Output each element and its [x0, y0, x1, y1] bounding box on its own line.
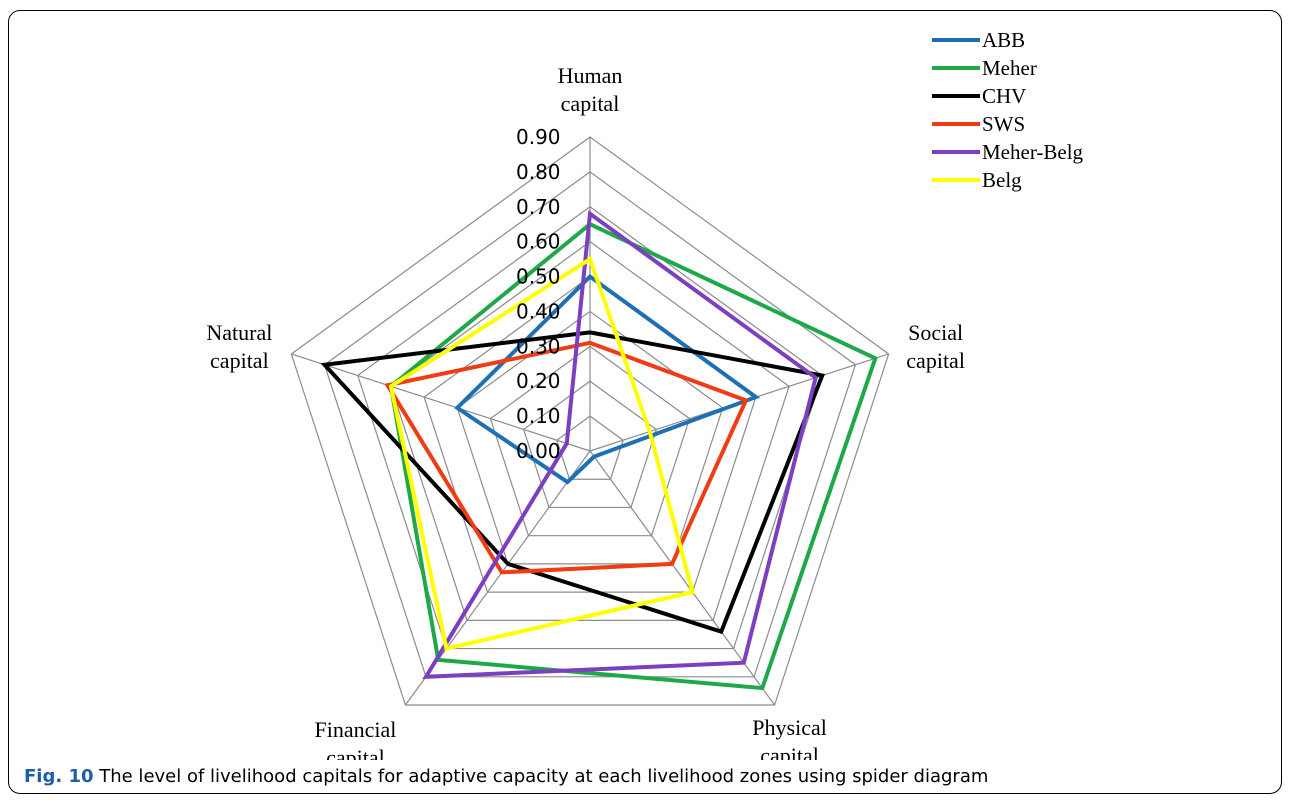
tick-label: 0.50 — [516, 265, 561, 289]
series-belg — [388, 256, 696, 651]
axis-label: Human capital — [558, 63, 623, 116]
legend-label: SWS — [982, 112, 1025, 136]
grid-ring — [456, 310, 724, 565]
tick-label: 0.40 — [516, 299, 561, 323]
legend-label: Belg — [982, 168, 1022, 192]
grid-ring — [290, 136, 890, 706]
grid-ring — [357, 206, 823, 650]
caption-text: The level of livelihood capitals for ada… — [93, 766, 989, 787]
figure-number: Fig. 10 — [24, 766, 94, 787]
tick-labels: 0.00 0.10 0.20 0.30 0.40 0.50 0.60 0.70 0.80 0.90 — [516, 125, 561, 463]
legend: ABB Meher CHV SWS Meher-Belg Belg — [932, 28, 1084, 192]
tick-label: 0.70 — [516, 195, 561, 219]
grid-ring — [489, 345, 691, 537]
tick-label: 0.00 — [516, 439, 561, 463]
axis-label: Natural capital — [206, 320, 272, 373]
tick-label: 0.10 — [516, 404, 561, 428]
tick-label: 0.20 — [516, 369, 561, 393]
series-meher-belg — [422, 210, 818, 679]
tick-label: 0.60 — [516, 230, 561, 254]
series-meher — [388, 221, 878, 691]
axis-label: Social capital — [906, 320, 965, 373]
legend-label: CHV — [982, 84, 1026, 108]
series-layer — [320, 210, 878, 691]
series-sws — [384, 340, 749, 575]
legend-label: ABB — [982, 28, 1025, 52]
legend-label: Meher — [982, 56, 1037, 80]
axis-label: Physical capital — [752, 715, 827, 760]
axis-labels: Human capital Social capital Physical capital… — [206, 63, 965, 760]
tick-label: 0.90 — [516, 125, 561, 149]
tick-label: 0.80 — [516, 160, 561, 184]
grid-spoke — [291, 353, 591, 452]
tick-label: 0.30 — [516, 334, 561, 358]
legend-label: Meher-Belg — [982, 140, 1084, 164]
grid-ring — [323, 171, 857, 678]
spider-chart: 0.00 0.10 0.20 0.30 0.40 0.50 0.60 0.70 0.80 0.90… — [206, 28, 1084, 760]
axis-label: Financial capital — [314, 717, 396, 760]
series-abb — [454, 273, 761, 485]
figure-frame — [8, 10, 1282, 794]
grid-layer — [290, 136, 890, 706]
series-chv — [320, 330, 826, 635]
grid-ring — [556, 415, 624, 480]
figure-caption: Fig. 10 The level of livelihood capitals… — [24, 766, 988, 787]
